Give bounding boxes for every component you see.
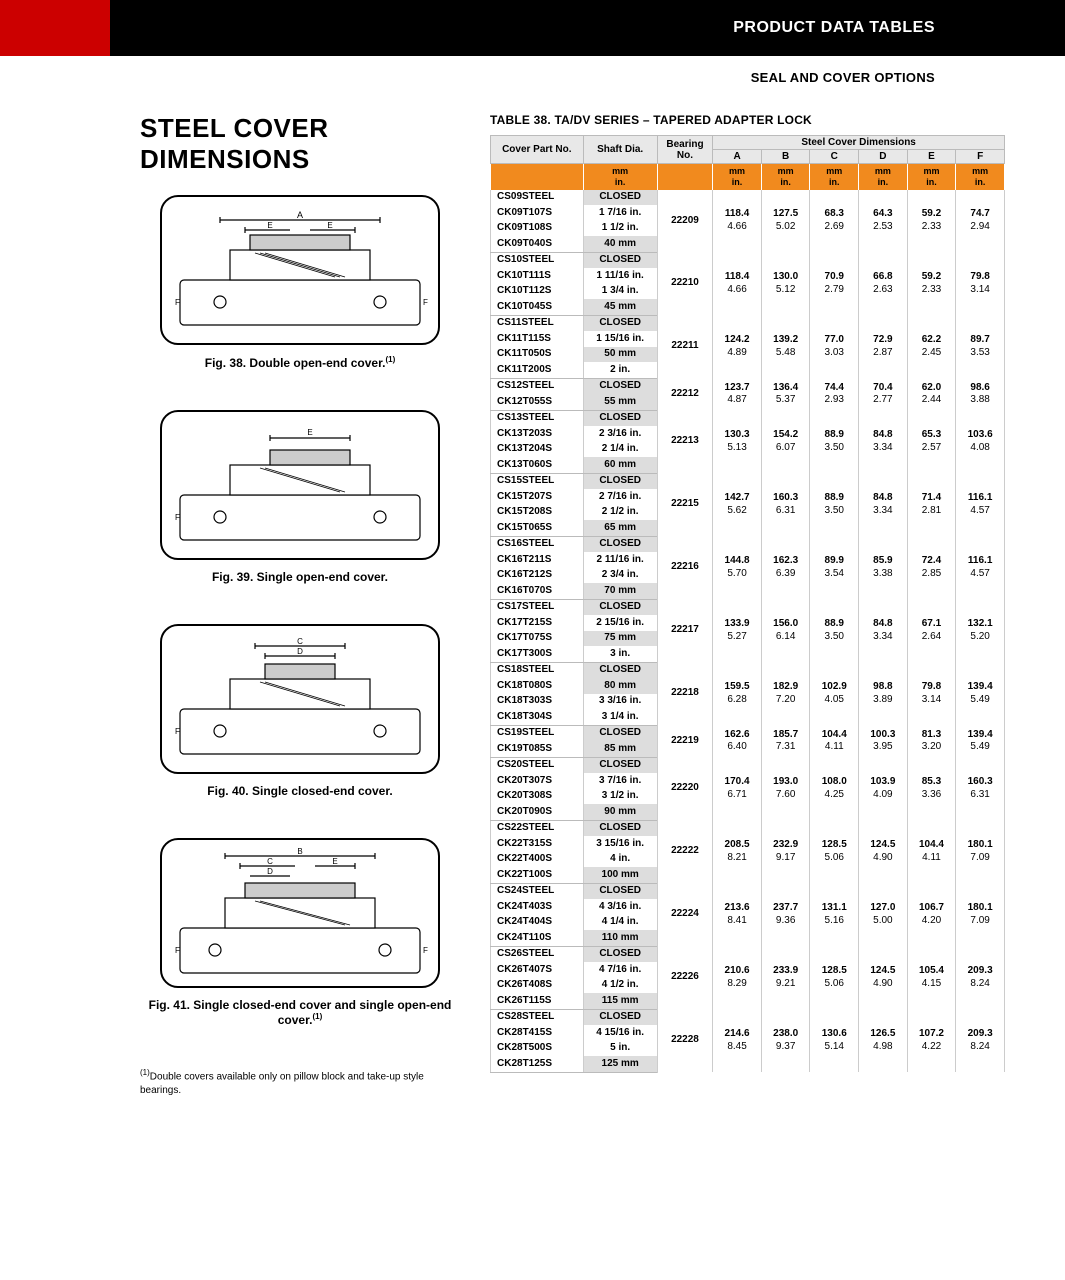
svg-text:D: D bbox=[267, 867, 273, 876]
figure-39-diagram: E F bbox=[160, 410, 440, 560]
svg-text:E: E bbox=[327, 221, 332, 230]
table-row: CS11STEELCLOSED22211124.24.89139.25.4877… bbox=[491, 315, 1005, 331]
table-row: CS18STEELCLOSED22218159.56.28182.97.2010… bbox=[491, 662, 1005, 678]
page-header-title: PRODUCT DATA TABLES bbox=[733, 19, 935, 37]
figure-40-diagram: C D F bbox=[160, 624, 440, 774]
col-dim-F: F bbox=[956, 150, 1005, 164]
figure-40-caption: Fig. 40. Single closed-end cover. bbox=[140, 784, 460, 798]
table-row: CS12STEELCLOSED22212123.74.87136.45.3774… bbox=[491, 378, 1005, 394]
main-title: STEEL COVER DIMENSIONS bbox=[140, 113, 460, 175]
table-row: CS22STEELCLOSED22222208.58.21232.99.1712… bbox=[491, 820, 1005, 836]
table-title: TABLE 38. TA/DV SERIES – TAPERED ADAPTER… bbox=[490, 113, 1005, 127]
svg-text:E: E bbox=[267, 221, 272, 230]
table-row: CS13STEELCLOSED22213130.35.13154.26.0788… bbox=[491, 410, 1005, 426]
figure-41-caption: Fig. 41. Single closed-end cover and sin… bbox=[140, 998, 460, 1027]
table-row: CS19STEELCLOSED22219162.66.40185.77.3110… bbox=[491, 725, 1005, 741]
table-row: CS28STEELCLOSED22228214.68.45238.09.3713… bbox=[491, 1009, 1005, 1025]
col-dim-A: A bbox=[713, 150, 762, 164]
svg-text:E: E bbox=[332, 857, 337, 866]
table-row: CS26STEELCLOSED22226210.68.29233.99.2112… bbox=[491, 946, 1005, 962]
svg-text:C: C bbox=[297, 637, 303, 646]
figure-41-diagram: B C E D F F bbox=[160, 838, 440, 988]
svg-text:F: F bbox=[175, 946, 180, 955]
col-bearing: Bearing No. bbox=[657, 136, 713, 164]
table-row: CS16STEELCLOSED22216144.85.70162.36.3989… bbox=[491, 536, 1005, 552]
svg-text:F: F bbox=[423, 946, 428, 955]
dimensions-table: Cover Part No. Shaft Dia. Bearing No. St… bbox=[490, 135, 1005, 1073]
table-row: CS17STEELCLOSED22217133.95.27156.06.1488… bbox=[491, 599, 1005, 615]
figure-38-caption: Fig. 38. Double open-end cover.(1) bbox=[140, 355, 460, 370]
page-body: STEEL COVER DIMENSIONS A EE FF Fig. 38. … bbox=[0, 93, 1065, 1138]
col-dim-C: C bbox=[810, 150, 859, 164]
svg-text:E: E bbox=[307, 428, 312, 437]
table-row: CS24STEELCLOSED22224213.68.41237.79.3613… bbox=[491, 883, 1005, 899]
svg-text:F: F bbox=[423, 298, 428, 307]
figure-39-caption: Fig. 39. Single open-end cover. bbox=[140, 570, 460, 584]
table-row: CS20STEELCLOSED22220170.46.71193.07.6010… bbox=[491, 757, 1005, 773]
col-dim-D: D bbox=[859, 150, 908, 164]
svg-text:F: F bbox=[175, 727, 180, 736]
figure-38-diagram: A E E F F bbox=[160, 195, 440, 345]
svg-text:C: C bbox=[267, 857, 273, 866]
top-header-bar: PRODUCT DATA TABLES bbox=[0, 0, 1065, 56]
svg-text:F: F bbox=[175, 513, 180, 522]
col-dim-B: B bbox=[761, 150, 810, 164]
footnote: (1)Double covers available only on pillo… bbox=[140, 1067, 460, 1098]
table-row: CS09STEELCLOSED22209118.44.66127.55.0268… bbox=[491, 190, 1005, 206]
svg-text:B: B bbox=[297, 848, 302, 856]
svg-text:D: D bbox=[297, 647, 303, 656]
col-cover-part: Cover Part No. bbox=[491, 136, 584, 164]
table-row: CS10STEELCLOSED22210118.44.66130.05.1270… bbox=[491, 252, 1005, 268]
svg-text:A: A bbox=[297, 210, 303, 220]
table-row: CS15STEELCLOSED22215142.75.62160.36.3188… bbox=[491, 473, 1005, 489]
col-dim-E: E bbox=[907, 150, 956, 164]
col-steel-group: Steel Cover Dimensions bbox=[713, 136, 1005, 150]
col-shaft: Shaft Dia. bbox=[583, 136, 657, 164]
page-header-subtitle: SEAL AND COVER OPTIONS bbox=[0, 56, 1065, 93]
red-corner-accent bbox=[0, 0, 110, 56]
svg-text:F: F bbox=[175, 298, 180, 307]
